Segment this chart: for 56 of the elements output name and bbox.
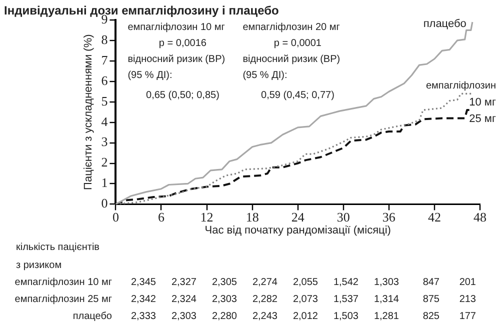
series-label: 10 мг	[469, 96, 496, 109]
text: 875	[422, 294, 440, 305]
text: 2,305	[212, 276, 238, 288]
y-tick-label: 2	[101, 154, 108, 170]
x-tick-label: 12	[200, 209, 214, 224]
series-label: плацебо	[423, 18, 466, 30]
y-tick-label: 5	[101, 93, 108, 108]
text: 1,303	[374, 276, 400, 288]
annotation: емпагліфлозин 20 мг p = 0,0001 відносний ризик (ВР) (95 % ДІ): 0,59 (0,45; 0,77)	[242, 22, 340, 101]
text: 2,345	[130, 276, 156, 288]
x-tick-label: 42	[428, 209, 441, 224]
y-tick-label: 6	[101, 72, 108, 88]
text: 2,073	[292, 294, 318, 305]
text: 213	[459, 294, 476, 305]
text: 201	[459, 276, 476, 288]
text: емпагліфлозин 25 мг	[14, 294, 112, 305]
x-tick-label: 0	[112, 209, 119, 224]
text: 2,012	[292, 310, 318, 322]
x-axis-title: Час від початку рандомізації (місяці)	[204, 224, 391, 236]
x-tick-label: 18	[246, 209, 259, 224]
text: 847	[422, 276, 440, 288]
text: 1,537	[333, 294, 359, 305]
x-tick-label: 36	[382, 209, 396, 224]
y-axis-title: Пацієнти з ускладненнями (%)	[82, 34, 95, 190]
text: 825	[422, 310, 440, 322]
text: 2,333	[130, 310, 156, 322]
x-tick-label: 24	[291, 209, 305, 224]
text: 2,327	[171, 276, 197, 288]
text: 2,280	[212, 310, 238, 322]
text: 2,303	[171, 310, 197, 322]
x-tick-label: 30	[336, 209, 350, 224]
x-tick-label: 6	[158, 209, 165, 224]
text: 2,055	[292, 276, 318, 288]
text: 1,503	[333, 310, 359, 322]
y-tick-label: 4	[101, 114, 108, 129]
y-tick-label: 0	[101, 196, 108, 211]
text: 2,303	[212, 294, 238, 305]
text: емпагліфлозин 10 мг	[14, 276, 112, 288]
text: 2,282	[252, 294, 278, 305]
annotation: емпагліфлозин	[426, 80, 496, 92]
annotation: емпагліфлозин 10 мг p = 0,0016 відносний ризик (ВР) (95 % ДІ): 0,65 (0,50; 0,85)	[128, 22, 226, 101]
x-tick-label: 48	[474, 209, 486, 224]
text: 2,342	[130, 294, 156, 305]
text: 2,324	[171, 294, 197, 305]
y-tick-label: 8	[101, 32, 108, 47]
text: 1,314	[374, 294, 400, 305]
text: 2,243	[252, 310, 278, 322]
y-tick-label: 7	[101, 52, 108, 68]
series-label: 25 мг	[469, 113, 496, 126]
text: плацебо	[72, 310, 112, 322]
text: 1,281	[374, 310, 400, 322]
text: 2,274	[252, 276, 278, 288]
text: 1,542	[333, 276, 359, 288]
y-tick-label: 3	[101, 134, 108, 150]
text: 177	[459, 310, 476, 322]
y-tick-label: 1	[101, 175, 108, 190]
